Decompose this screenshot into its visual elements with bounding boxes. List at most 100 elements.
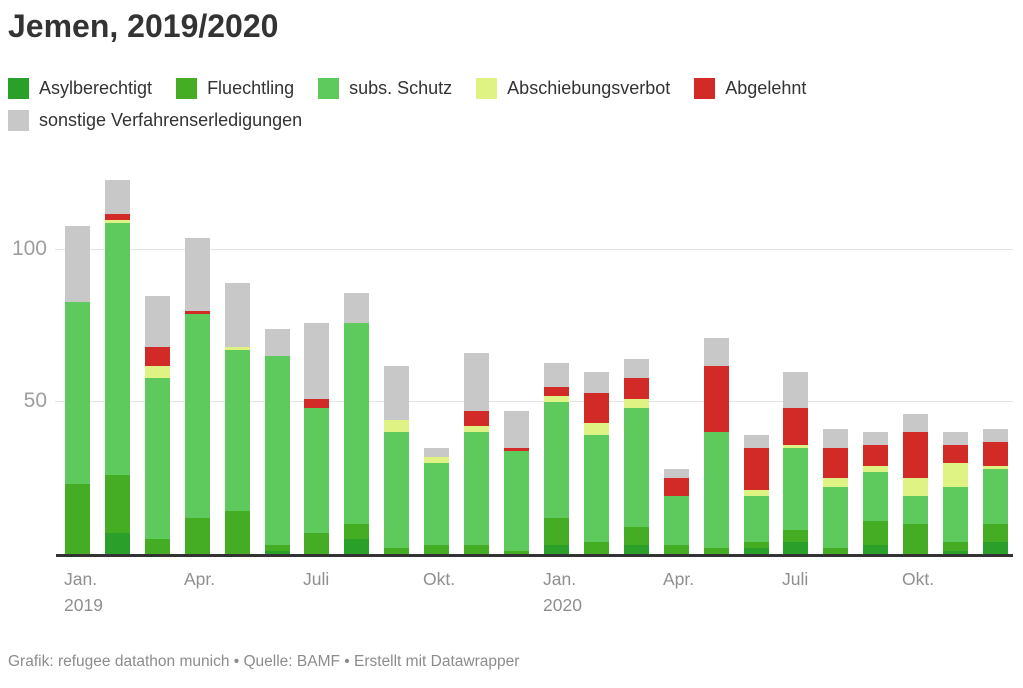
bar-segment-fluechtling[interactable]	[65, 484, 90, 554]
bar-segment-fluechtling[interactable]	[464, 544, 489, 554]
bar-segment-sonstige-verfahrenserledigungen[interactable]	[584, 371, 609, 393]
bar-segment-abgelehnt[interactable]	[504, 447, 529, 451]
bar-segment-sonstige-verfahrenserledigungen[interactable]	[744, 435, 769, 448]
bar-segment-subs-schutz[interactable]	[584, 435, 609, 542]
bar-segment-subs-schutz[interactable]	[304, 408, 329, 533]
bar-segment-abschiebungsverbot[interactable]	[744, 490, 769, 497]
bar-segment-sonstige-verfahrenserledigungen[interactable]	[983, 429, 1008, 442]
bar-segment-abgelehnt[interactable]	[863, 444, 888, 466]
bar-feb-2019[interactable]	[105, 180, 130, 554]
bar-segment-abschiebungsverbot[interactable]	[624, 398, 649, 409]
bar-segment-subs-schutz[interactable]	[783, 447, 808, 530]
bar-segment-abschiebungsverbot[interactable]	[464, 426, 489, 433]
bar-segment-sonstige-verfahrenserledigungen[interactable]	[265, 329, 290, 357]
bar-segment-subs-schutz[interactable]	[424, 462, 449, 545]
bar-segment-asylberechtigt[interactable]	[983, 541, 1008, 554]
bar-segment-abgelehnt[interactable]	[544, 386, 569, 396]
bar-segment-subs-schutz[interactable]	[225, 350, 250, 512]
bar-segment-asylberechtigt[interactable]	[943, 550, 968, 554]
bar-segment-abgelehnt[interactable]	[105, 213, 130, 220]
bar-segment-sonstige-verfahrenserledigungen[interactable]	[424, 447, 449, 457]
bar-segment-abgelehnt[interactable]	[983, 441, 1008, 466]
bar-segment-fluechtling[interactable]	[783, 529, 808, 542]
bar-dez-2020[interactable]	[983, 429, 1008, 554]
bar-segment-subs-schutz[interactable]	[943, 487, 968, 542]
bar-segment-abschiebungsverbot[interactable]	[384, 420, 409, 433]
bar-m-r-2019[interactable]	[145, 295, 170, 554]
bar-segment-sonstige-verfahrenserledigungen[interactable]	[185, 237, 210, 311]
bar-segment-abschiebungsverbot[interactable]	[584, 423, 609, 436]
bar-mai-2020[interactable]	[704, 338, 729, 554]
bar-segment-asylberechtigt[interactable]	[265, 550, 290, 554]
bar-segment-sonstige-verfahrenserledigungen[interactable]	[384, 365, 409, 421]
bar-segment-asylberechtigt[interactable]	[544, 544, 569, 554]
bar-segment-abschiebungsverbot[interactable]	[903, 478, 928, 497]
bar-segment-fluechtling[interactable]	[624, 526, 649, 545]
bar-juni-2020[interactable]	[744, 435, 769, 554]
bar-segment-abgelehnt[interactable]	[903, 432, 928, 478]
bar-segment-sonstige-verfahrenserledigungen[interactable]	[624, 359, 649, 378]
bar-segment-asylberechtigt[interactable]	[744, 547, 769, 554]
bar-segment-abschiebungsverbot[interactable]	[783, 444, 808, 448]
bar-segment-fluechtling[interactable]	[903, 523, 928, 554]
bar-okt-2020[interactable]	[903, 414, 928, 554]
bar-segment-abgelehnt[interactable]	[943, 444, 968, 463]
bar-segment-sonstige-verfahrenserledigungen[interactable]	[943, 432, 968, 445]
bar-segment-subs-schutz[interactable]	[983, 468, 1008, 524]
bar-segment-fluechtling[interactable]	[105, 474, 130, 533]
bar-segment-sonstige-verfahrenserledigungen[interactable]	[704, 338, 729, 366]
bar-jan-2019[interactable]	[65, 225, 90, 554]
bar-segment-subs-schutz[interactable]	[823, 487, 848, 548]
bar-segment-fluechtling[interactable]	[504, 550, 529, 554]
bar-segment-abschiebungsverbot[interactable]	[145, 365, 170, 378]
bar-jan-2020[interactable]	[544, 362, 569, 554]
bar-segment-abgelehnt[interactable]	[145, 347, 170, 366]
bar-segment-asylberechtigt[interactable]	[863, 544, 888, 554]
bar-segment-subs-schutz[interactable]	[903, 496, 928, 524]
bar-segment-subs-schutz[interactable]	[704, 432, 729, 548]
bar-segment-asylberechtigt[interactable]	[783, 541, 808, 554]
bar-segment-sonstige-verfahrenserledigungen[interactable]	[783, 371, 808, 409]
bar-segment-sonstige-verfahrenserledigungen[interactable]	[504, 411, 529, 448]
bar-segment-abschiebungsverbot[interactable]	[424, 456, 449, 463]
bar-juli-2019[interactable]	[304, 322, 329, 554]
bar-segment-fluechtling[interactable]	[265, 544, 290, 551]
bar-segment-abschiebungsverbot[interactable]	[225, 347, 250, 351]
bar-segment-fluechtling[interactable]	[145, 538, 170, 554]
bar-segment-sonstige-verfahrenserledigungen[interactable]	[344, 292, 369, 323]
bar-segment-asylberechtigt[interactable]	[105, 532, 130, 554]
bar-segment-sonstige-verfahrenserledigungen[interactable]	[65, 225, 90, 302]
bar-segment-abgelehnt[interactable]	[783, 408, 808, 445]
bar-segment-fluechtling[interactable]	[943, 541, 968, 551]
bar-apr-2020[interactable]	[664, 468, 689, 554]
bar-mai-2019[interactable]	[225, 283, 250, 554]
bar-segment-subs-schutz[interactable]	[744, 496, 769, 542]
bar-segment-subs-schutz[interactable]	[145, 377, 170, 539]
bar-segment-abgelehnt[interactable]	[744, 447, 769, 491]
bar-segment-sonstige-verfahrenserledigungen[interactable]	[544, 362, 569, 387]
bar-segment-subs-schutz[interactable]	[105, 222, 130, 475]
bar-dez-2019[interactable]	[504, 411, 529, 554]
bar-segment-abschiebungsverbot[interactable]	[943, 462, 968, 488]
bar-segment-subs-schutz[interactable]	[344, 322, 369, 524]
bar-segment-fluechtling[interactable]	[304, 532, 329, 554]
bar-segment-sonstige-verfahrenserledigungen[interactable]	[863, 432, 888, 445]
bar-segment-abschiebungsverbot[interactable]	[863, 465, 888, 472]
bar-segment-fluechtling[interactable]	[744, 541, 769, 548]
bar-juli-2020[interactable]	[783, 371, 808, 554]
bar-segment-subs-schutz[interactable]	[664, 496, 689, 545]
bar-segment-abgelehnt[interactable]	[704, 365, 729, 433]
bar-segment-fluechtling[interactable]	[544, 517, 569, 545]
bar-segment-abgelehnt[interactable]	[464, 411, 489, 427]
bar-segment-subs-schutz[interactable]	[504, 450, 529, 551]
bar-segment-fluechtling[interactable]	[823, 547, 848, 554]
bar-segment-subs-schutz[interactable]	[464, 432, 489, 545]
bar-segment-abgelehnt[interactable]	[304, 398, 329, 409]
bar-segment-fluechtling[interactable]	[344, 523, 369, 539]
bar-segment-subs-schutz[interactable]	[65, 301, 90, 485]
bar-segment-subs-schutz[interactable]	[544, 402, 569, 518]
bar-segment-subs-schutz[interactable]	[624, 408, 649, 527]
bar-aug-2019[interactable]	[344, 292, 369, 554]
bar-segment-asylberechtigt[interactable]	[344, 538, 369, 554]
bar-segment-subs-schutz[interactable]	[384, 432, 409, 548]
